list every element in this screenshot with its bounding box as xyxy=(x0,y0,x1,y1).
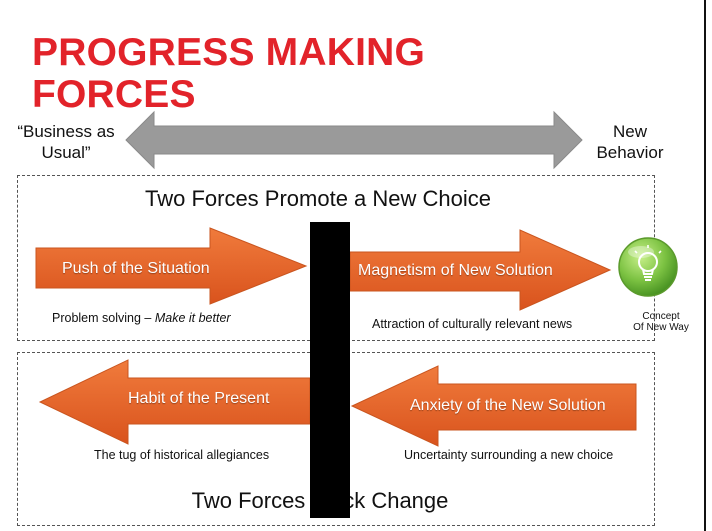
push-caption: Problem solving – Make it better xyxy=(52,311,231,325)
push-caption-italic: Make it better xyxy=(154,311,231,325)
anxiety-arrow xyxy=(350,365,637,447)
new-behavior-label: New Behavior xyxy=(580,121,680,163)
barrier-bar xyxy=(310,222,350,518)
concept-label: Concept Of New Way xyxy=(622,311,700,333)
magnetism-arrow xyxy=(349,229,612,311)
new-behavior-line-2: Behavior xyxy=(596,143,664,162)
lightbulb-icon xyxy=(618,237,678,297)
habit-arrow xyxy=(38,359,311,445)
concept-label-line-1: Concept xyxy=(642,311,680,322)
anxiety-arrow-label: Anxiety of the New Solution xyxy=(410,397,606,414)
title-line-1: PROGRESS MAKING xyxy=(32,31,426,74)
anxiety-caption: Uncertainty surrounding a new choice xyxy=(404,448,614,462)
title-line-2: FORCES xyxy=(32,73,196,116)
business-as-usual-line-1: “Business as xyxy=(17,122,115,141)
habit-arrow-label: Habit of the Present xyxy=(128,390,270,407)
promote-heading: Two Forces Promote a New Choice xyxy=(144,186,492,211)
push-arrow-label: Push of the Situation xyxy=(62,260,210,277)
page-title: PROGRESS MAKING FORCES xyxy=(32,32,425,116)
habit-caption: The tug of historical allegiances xyxy=(94,448,270,462)
push-arrow xyxy=(35,227,308,305)
business-as-usual-label: “Business as Usual” xyxy=(8,121,124,163)
concept-label-line-2: Of New Way xyxy=(633,322,689,333)
push-caption-plain: Problem solving – xyxy=(52,311,155,325)
business-as-usual-line-2: Usual” xyxy=(41,143,91,162)
right-edge-rule xyxy=(704,0,706,531)
magnetism-arrow-label: Magnetism of New Solution xyxy=(358,262,553,279)
magnetism-caption: Attraction of culturally relevant news xyxy=(372,317,573,331)
new-behavior-line-1: New xyxy=(612,122,647,141)
